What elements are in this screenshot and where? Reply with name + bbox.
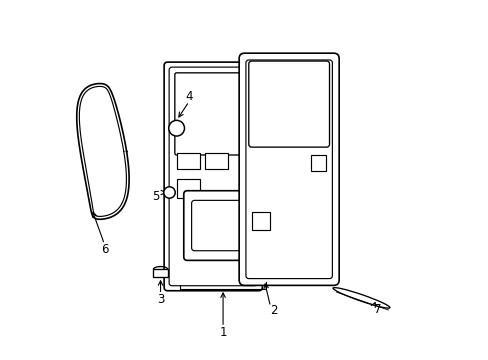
Text: 6: 6 — [101, 243, 108, 256]
Text: 2: 2 — [269, 304, 277, 317]
Bar — [310, 155, 325, 171]
FancyBboxPatch shape — [175, 73, 251, 155]
FancyBboxPatch shape — [169, 67, 257, 286]
Ellipse shape — [332, 288, 389, 308]
Circle shape — [163, 187, 175, 198]
FancyBboxPatch shape — [164, 62, 262, 291]
Bar — [176, 179, 200, 198]
FancyBboxPatch shape — [245, 60, 332, 279]
FancyBboxPatch shape — [248, 61, 329, 147]
FancyBboxPatch shape — [183, 191, 251, 260]
Bar — [251, 212, 269, 230]
Bar — [176, 153, 200, 169]
Text: 1: 1 — [219, 327, 226, 339]
Bar — [205, 153, 228, 169]
Text: 3: 3 — [157, 293, 164, 306]
Bar — [153, 269, 167, 277]
FancyBboxPatch shape — [239, 53, 339, 285]
Text: 7: 7 — [373, 303, 380, 316]
Circle shape — [168, 120, 184, 136]
Text: 4: 4 — [185, 90, 192, 103]
FancyBboxPatch shape — [191, 201, 244, 251]
Text: 5: 5 — [152, 190, 159, 203]
